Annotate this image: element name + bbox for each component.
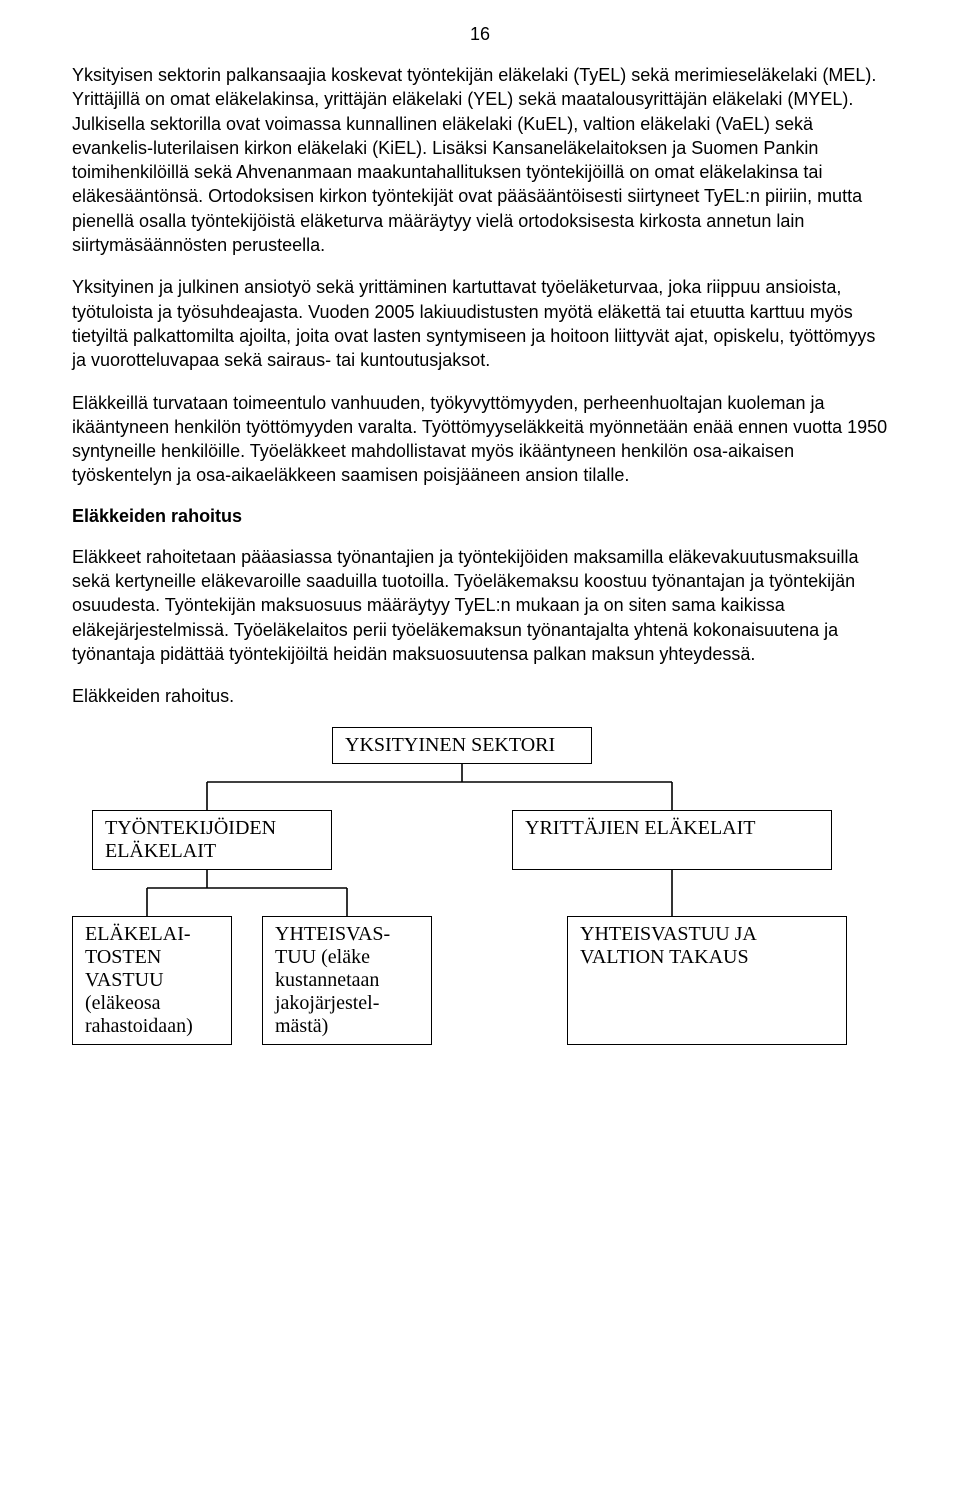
diagram-node-employees: TYÖNTEKIJÖIDEN ELÄKELAIT [92,810,332,870]
document-page: 16 Yksityisen sektorin palkansaajia kosk… [0,0,960,1085]
diagram-connectors-top [72,764,872,810]
paragraph-4: Eläkkeet rahoitetaan pääasiassa työnanta… [72,545,888,666]
diagram-row-mid: TYÖNTEKIJÖIDEN ELÄKELAIT YRITTÄJIEN ELÄK… [72,810,872,870]
diagram-node-institution-liability: ELÄKELAI-TOSTEN VASTUU (eläkeosa rahasto… [72,916,232,1045]
diagram-node-root: YKSITYINEN SEKTORI [332,727,592,764]
diagram-node-state-guarantee: YHTEISVASTUU JA VALTION TAKAUS [567,916,847,1045]
section-heading: Eläkkeiden rahoitus [72,506,888,527]
paragraph-5: Eläkkeiden rahoitus. [72,684,888,708]
paragraph-1: Yksityisen sektorin palkansaajia koskeva… [72,63,888,257]
page-number: 16 [72,24,888,45]
paragraph-3: Eläkkeillä turvataan toimeentulo vanhuud… [72,391,888,488]
diagram-node-joint-liability: YHTEISVAS-TUU (eläke kustannetaan jakojä… [262,916,432,1045]
diagram-row-bottom: ELÄKELAI-TOSTEN VASTUU (eläkeosa rahasto… [72,916,872,1045]
diagram-node-entrepreneurs: YRITTÄJIEN ELÄKELAIT [512,810,832,870]
paragraph-2: Yksityinen ja julkinen ansiotyö sekä yri… [72,275,888,372]
funding-diagram: YKSITYINEN SEKTORI TYÖNTEKIJÖIDEN ELÄKEL… [72,727,872,1045]
diagram-connectors-bottom [72,870,872,916]
